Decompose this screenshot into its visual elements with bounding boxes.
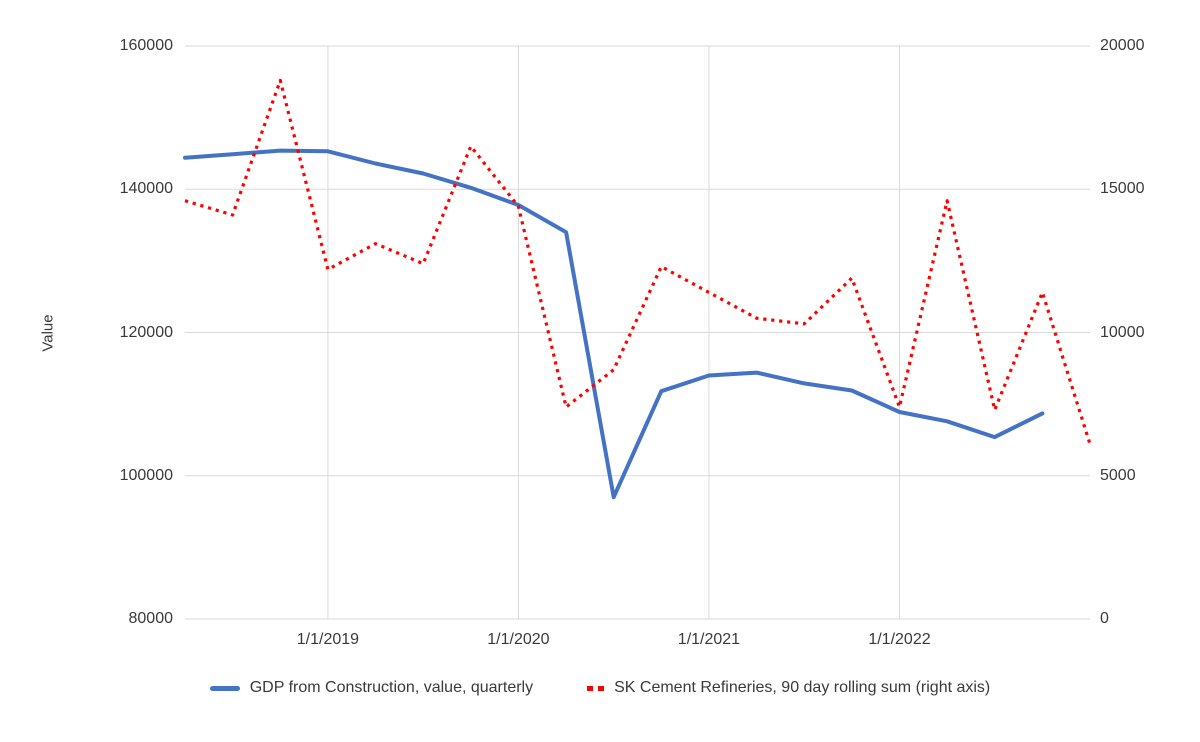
- x-axis-tick-label: 1/1/2020: [487, 631, 550, 648]
- legend-label-sk-cement: SK Cement Refineries, 90 day rolling sum…: [614, 679, 991, 696]
- x-axis-tick-label: 1/1/2021: [677, 631, 741, 648]
- legend: GDP from Construction, value, quarterly …: [0, 679, 1200, 697]
- right-axis-tick-label: 15000: [1100, 180, 1145, 198]
- legend-label-gdp-construction: GDP from Construction, value, quarterly: [249, 679, 534, 696]
- series-line-1: [184, 78, 1092, 445]
- left-axis-tick-label: 80000: [128, 610, 174, 627]
- legend-item-sk-cement: SK Cement Refineries, 90 day rolling sum…: [587, 679, 990, 697]
- y-axis-title: Value: [39, 314, 57, 352]
- left-axis-tick-label: 120000: [119, 323, 173, 341]
- legend-item-gdp-construction: GDP from Construction, value, quarterly: [209, 679, 534, 697]
- right-axis-tick-label: 20000: [1100, 37, 1145, 54]
- blue-solid-line-swatch: [209, 685, 240, 691]
- left-axis-tick-label: 100000: [119, 466, 173, 484]
- x-axis-tick-label: 1/1/2019: [296, 631, 360, 648]
- series-line-0: [183, 148, 1045, 500]
- right-axis-tick-label: 5000: [1100, 466, 1136, 484]
- x-axis-tick-label: 1/1/2022: [868, 631, 931, 648]
- right-axis-tick-label: 0: [1100, 610, 1109, 627]
- left-axis-tick-label: 160000: [119, 37, 173, 54]
- right-axis-tick-label: 10000: [1100, 323, 1145, 341]
- left-axis-tick-label: 140000: [119, 180, 173, 198]
- red-dotted-line-swatch: [587, 685, 605, 691]
